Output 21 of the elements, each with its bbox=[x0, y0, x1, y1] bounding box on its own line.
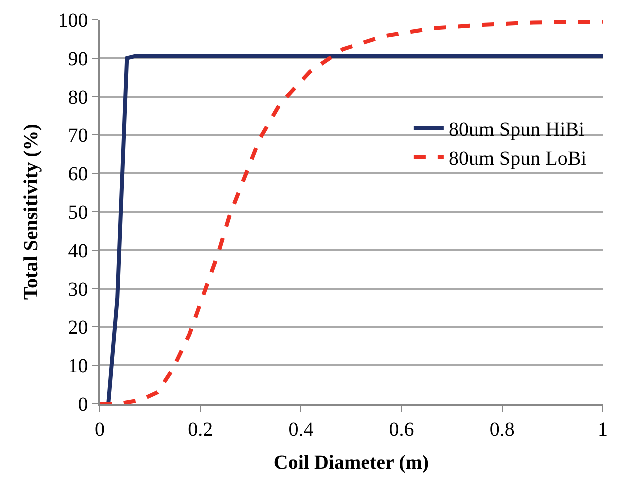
x-tick-label: 0.2 bbox=[188, 418, 214, 441]
y-tick-label: 100 bbox=[58, 10, 88, 32]
y-tick-label: 60 bbox=[68, 164, 88, 186]
x-tick-label: 0.8 bbox=[490, 418, 515, 441]
y-tick-label: 90 bbox=[68, 48, 88, 70]
y-tick-label: 80 bbox=[68, 86, 88, 109]
x-axis-title: Coil Diameter (m) bbox=[274, 452, 430, 474]
legend-label: 80um Spun HiBi bbox=[448, 119, 585, 142]
legend-label: 80um Spun LoBi bbox=[448, 148, 588, 170]
y-tick-label: 0 bbox=[78, 394, 88, 416]
y-tick-label: 70 bbox=[68, 125, 88, 148]
x-tick-label: 0.4 bbox=[288, 418, 314, 441]
y-tick-label: 50 bbox=[68, 202, 88, 224]
y-tick-label: 30 bbox=[68, 278, 88, 301]
x-tick-label: 0.6 bbox=[389, 418, 414, 441]
x-tick-label: 1 bbox=[598, 418, 608, 441]
y-tick-label: 20 bbox=[68, 317, 88, 340]
y-tick-label: 10 bbox=[68, 356, 88, 378]
x-tick-label: 0 bbox=[95, 418, 105, 441]
y-tick-label: 40 bbox=[68, 240, 88, 262]
y-axis-title: Total Sensitivity (%) bbox=[20, 124, 42, 300]
